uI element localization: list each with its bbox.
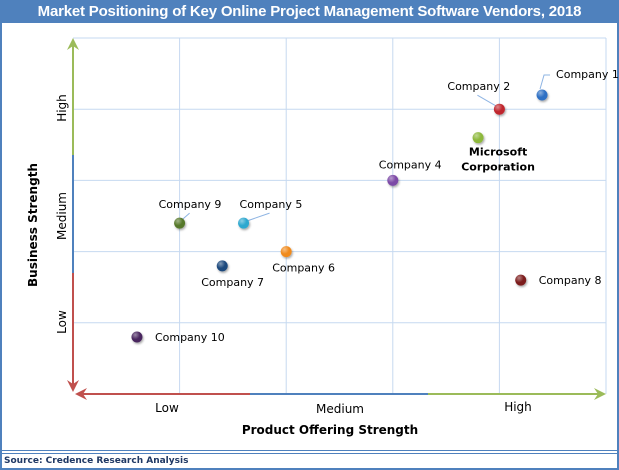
point-highlight <box>238 217 250 229</box>
point-highlight <box>472 132 484 144</box>
grid-lines <box>73 37 607 394</box>
band-labels: Low Medium High Low Medium High <box>55 94 532 416</box>
x-band-label-medium: Medium <box>316 402 364 416</box>
data-points: Company 1 Company 2 Microsoft Corporation Co… <box>131 68 619 344</box>
point-label: Company 5 <box>240 198 303 211</box>
x-band-label-low: Low <box>155 401 179 415</box>
point-label: Company 9 <box>159 198 222 211</box>
point-label: Corporation <box>461 161 535 174</box>
data-point: Microsoft Corporation <box>461 132 535 174</box>
point-label: Microsoft <box>469 146 527 159</box>
point-highlight <box>280 246 292 258</box>
leader-line <box>246 212 270 222</box>
point-highlight <box>515 274 527 286</box>
footer-divider <box>0 450 617 451</box>
axes <box>67 38 606 400</box>
data-point: Company 7 <box>201 260 264 289</box>
y-band-label-high: High <box>55 94 69 122</box>
data-point: Company 4 <box>379 158 442 186</box>
data-point: Company 8 <box>515 274 602 287</box>
point-highlight <box>493 103 505 115</box>
data-point: Company 10 <box>131 331 225 344</box>
y-axis-label: Business Strength <box>26 163 40 287</box>
scatter-chart: Low Medium High Low Medium High Company 1 Comp… <box>26 37 619 437</box>
y-axis-arrow-up-icon <box>67 38 79 50</box>
data-point: Company 6 <box>272 246 335 275</box>
footer-divider <box>0 453 617 454</box>
leader-line <box>477 94 497 107</box>
source-note: Source: Credence Research Analysis <box>4 456 189 466</box>
point-highlight <box>174 217 186 229</box>
data-point: Company 2 <box>447 80 510 115</box>
leader-line <box>539 74 551 90</box>
x-axis-arrow-right-icon <box>594 388 606 400</box>
point-label: Company 6 <box>272 262 335 275</box>
point-label: Company 7 <box>201 276 264 289</box>
point-label: Company 8 <box>539 274 602 287</box>
point-label: Company 1 <box>556 68 619 81</box>
point-highlight <box>536 89 548 101</box>
y-band-label-medium: Medium <box>55 192 69 240</box>
y-axis-arrow-down-icon <box>67 380 79 392</box>
point-highlight <box>387 174 399 186</box>
x-axis-label: Product Offering Strength <box>242 423 418 437</box>
point-label: Company 4 <box>379 158 442 171</box>
point-highlight <box>131 331 143 343</box>
chart-title: Market Positioning of Key Online Project… <box>0 0 619 23</box>
y-band-label-low: Low <box>55 310 69 334</box>
point-highlight <box>216 260 228 272</box>
data-point: Company 9 <box>159 198 222 229</box>
data-point: Company 1 <box>536 68 619 101</box>
point-label: Company 2 <box>447 80 510 93</box>
data-point: Company 5 <box>238 198 302 229</box>
point-label: Company 10 <box>155 331 225 344</box>
x-axis-arrow-left-icon <box>75 388 87 400</box>
x-band-label-high: High <box>504 400 532 414</box>
